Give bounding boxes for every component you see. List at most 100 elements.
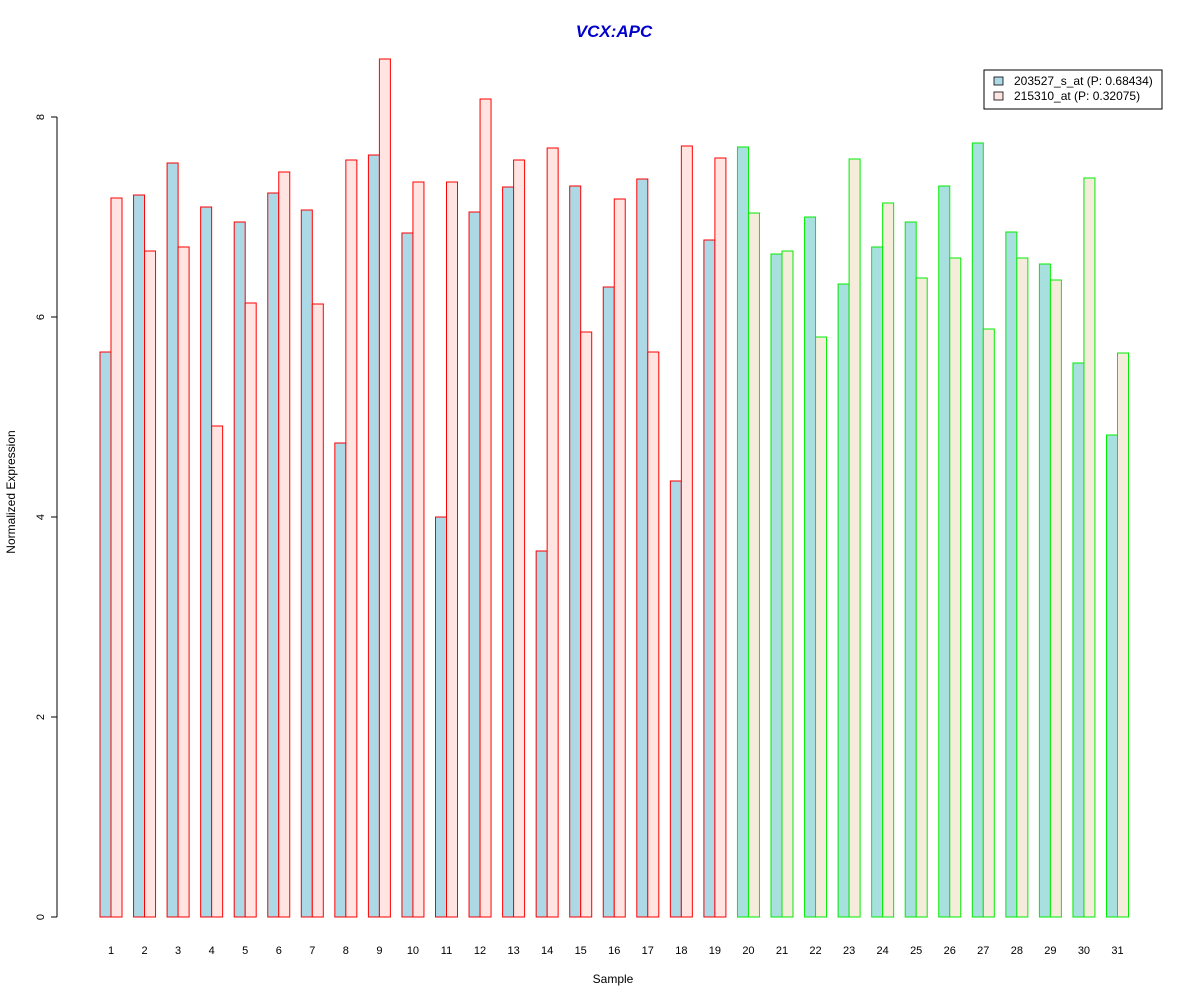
x-tick-label: 14 — [541, 945, 553, 957]
x-tick-label: 4 — [209, 945, 215, 957]
bar-sample-2-series-1 — [133, 194, 146, 918]
bar-sample-19-series-2 — [714, 157, 727, 918]
x-tick-label: 17 — [642, 945, 654, 957]
x-tick-labels: 1 2 3 4 5 6 7 8 9 10 11 12 13 14 15 16 17 18 19 20 21 22 23 24 2… — [108, 945, 1124, 957]
bar-sample-6-series-1 — [267, 192, 280, 918]
bar-sample-2-series-2 — [144, 250, 157, 918]
y-axis-label: Normalized Expression — [4, 430, 18, 553]
bar-sample-12-series-2 — [479, 98, 492, 918]
bar-sample-28-series-2 — [1016, 257, 1029, 918]
bar-sample-7-series-1 — [300, 209, 313, 918]
bar-sample-14-series-2 — [546, 147, 559, 918]
x-tick-label: 18 — [675, 945, 687, 957]
bar-sample-30-series-1 — [1072, 362, 1085, 918]
x-axis-label: Sample — [593, 972, 634, 986]
bar-sample-10-series-1 — [401, 232, 414, 918]
x-tick-label: 25 — [910, 945, 922, 957]
bar-sample-17-series-1 — [636, 178, 649, 918]
x-tick-label: 29 — [1044, 945, 1056, 957]
x-tick-label: 1 — [108, 945, 114, 957]
y-tick-label: 6 — [35, 314, 47, 320]
bar-sample-13-series-1 — [502, 186, 515, 918]
bar-sample-21-series-2 — [781, 250, 794, 918]
bar-sample-13-series-2 — [513, 159, 526, 918]
bar-sample-29-series-1 — [1038, 263, 1051, 918]
x-tick-label: 15 — [575, 945, 587, 957]
bar-sample-17-series-2 — [647, 351, 660, 918]
legend: 203527_s_at (P: 0.68434) 215310_at (P: 0… — [983, 69, 1163, 110]
bar-sample-15-series-1 — [569, 185, 582, 918]
x-tick-label: 7 — [309, 945, 315, 957]
x-tick-label: 19 — [709, 945, 721, 957]
bar-sample-16-series-1 — [602, 286, 615, 918]
bar-sample-5-series-1 — [233, 221, 246, 918]
bar-sample-24-series-2 — [882, 202, 895, 918]
x-tick-label: 24 — [877, 945, 889, 957]
legend-box — [983, 69, 1163, 110]
x-tick-label: 22 — [809, 945, 821, 957]
bar-sample-20-series-2 — [747, 212, 760, 918]
bar-sample-1-series-2 — [110, 197, 123, 918]
legend-swatch-series-1 — [993, 76, 1004, 86]
x-tick-label: 21 — [776, 945, 788, 957]
bar-sample-25-series-2 — [915, 277, 928, 918]
x-tick-label: 5 — [242, 945, 248, 957]
bar-sample-18-series-1 — [669, 480, 682, 918]
bar-sample-4-series-1 — [200, 206, 213, 918]
bar-sample-9-series-1 — [367, 154, 380, 918]
bar-sample-20-series-1 — [736, 146, 749, 918]
bar-sample-24-series-1 — [871, 246, 884, 918]
bar-sample-30-series-2 — [1083, 177, 1096, 918]
x-tick-label: 10 — [407, 945, 419, 957]
bars-layer — [99, 58, 1129, 918]
bar-sample-11-series-1 — [435, 516, 447, 918]
bar-sample-29-series-2 — [1049, 279, 1062, 918]
bar-sample-5-series-2 — [244, 302, 257, 918]
bar-sample-22-series-2 — [815, 336, 828, 918]
bar-sample-15-series-2 — [580, 331, 593, 918]
bar-sample-25-series-1 — [904, 221, 917, 918]
x-tick-label: 2 — [141, 945, 147, 957]
legend-label-series-1: 203527_s_at (P: 0.68434) — [1014, 74, 1153, 88]
bar-sample-9-series-2 — [378, 58, 391, 918]
bar-sample-1-series-1 — [99, 351, 112, 918]
bar-sample-27-series-1 — [971, 142, 984, 918]
x-tick-label: 23 — [843, 945, 855, 957]
bar-sample-7-series-2 — [311, 303, 324, 918]
bar-sample-27-series-2 — [982, 328, 995, 918]
bar-sample-31-series-2 — [1117, 352, 1129, 918]
bar-sample-3-series-2 — [177, 246, 190, 918]
x-tick-label: 20 — [742, 945, 754, 957]
bar-sample-26-series-1 — [938, 185, 951, 918]
chart-title: VCX:APC — [576, 22, 653, 41]
x-tick-label: 9 — [376, 945, 382, 957]
bar-sample-31-series-1 — [1106, 434, 1118, 918]
legend-swatch-series-2 — [993, 91, 1004, 101]
y-axis: 0 2 4 6 8 — [35, 114, 58, 920]
x-tick-label: 11 — [441, 945, 452, 957]
bar-sample-6-series-2 — [278, 171, 291, 918]
bar-sample-12-series-1 — [468, 211, 481, 918]
x-tick-label: 3 — [175, 945, 181, 957]
y-tick-label: 4 — [35, 514, 47, 520]
bar-sample-4-series-2 — [211, 425, 224, 918]
y-tick-label: 0 — [35, 914, 47, 920]
bar-sample-21-series-1 — [770, 253, 783, 918]
bar-sample-26-series-2 — [949, 257, 962, 918]
x-tick-label: 28 — [1011, 945, 1023, 957]
bar-sample-23-series-1 — [837, 283, 850, 918]
x-tick-label: 26 — [944, 945, 956, 957]
bar-sample-14-series-1 — [535, 550, 548, 918]
bar-sample-23-series-2 — [848, 158, 861, 918]
bar-sample-16-series-2 — [613, 198, 626, 918]
bar-sample-3-series-1 — [166, 162, 179, 918]
y-tick-label: 2 — [35, 714, 47, 720]
x-tick-label: 27 — [977, 945, 989, 957]
y-tick-label: 8 — [35, 114, 47, 120]
bar-sample-8-series-1 — [334, 442, 347, 918]
bar-sample-11-series-2 — [446, 181, 458, 918]
x-tick-label: 16 — [608, 945, 620, 957]
x-tick-label: 12 — [474, 945, 486, 957]
